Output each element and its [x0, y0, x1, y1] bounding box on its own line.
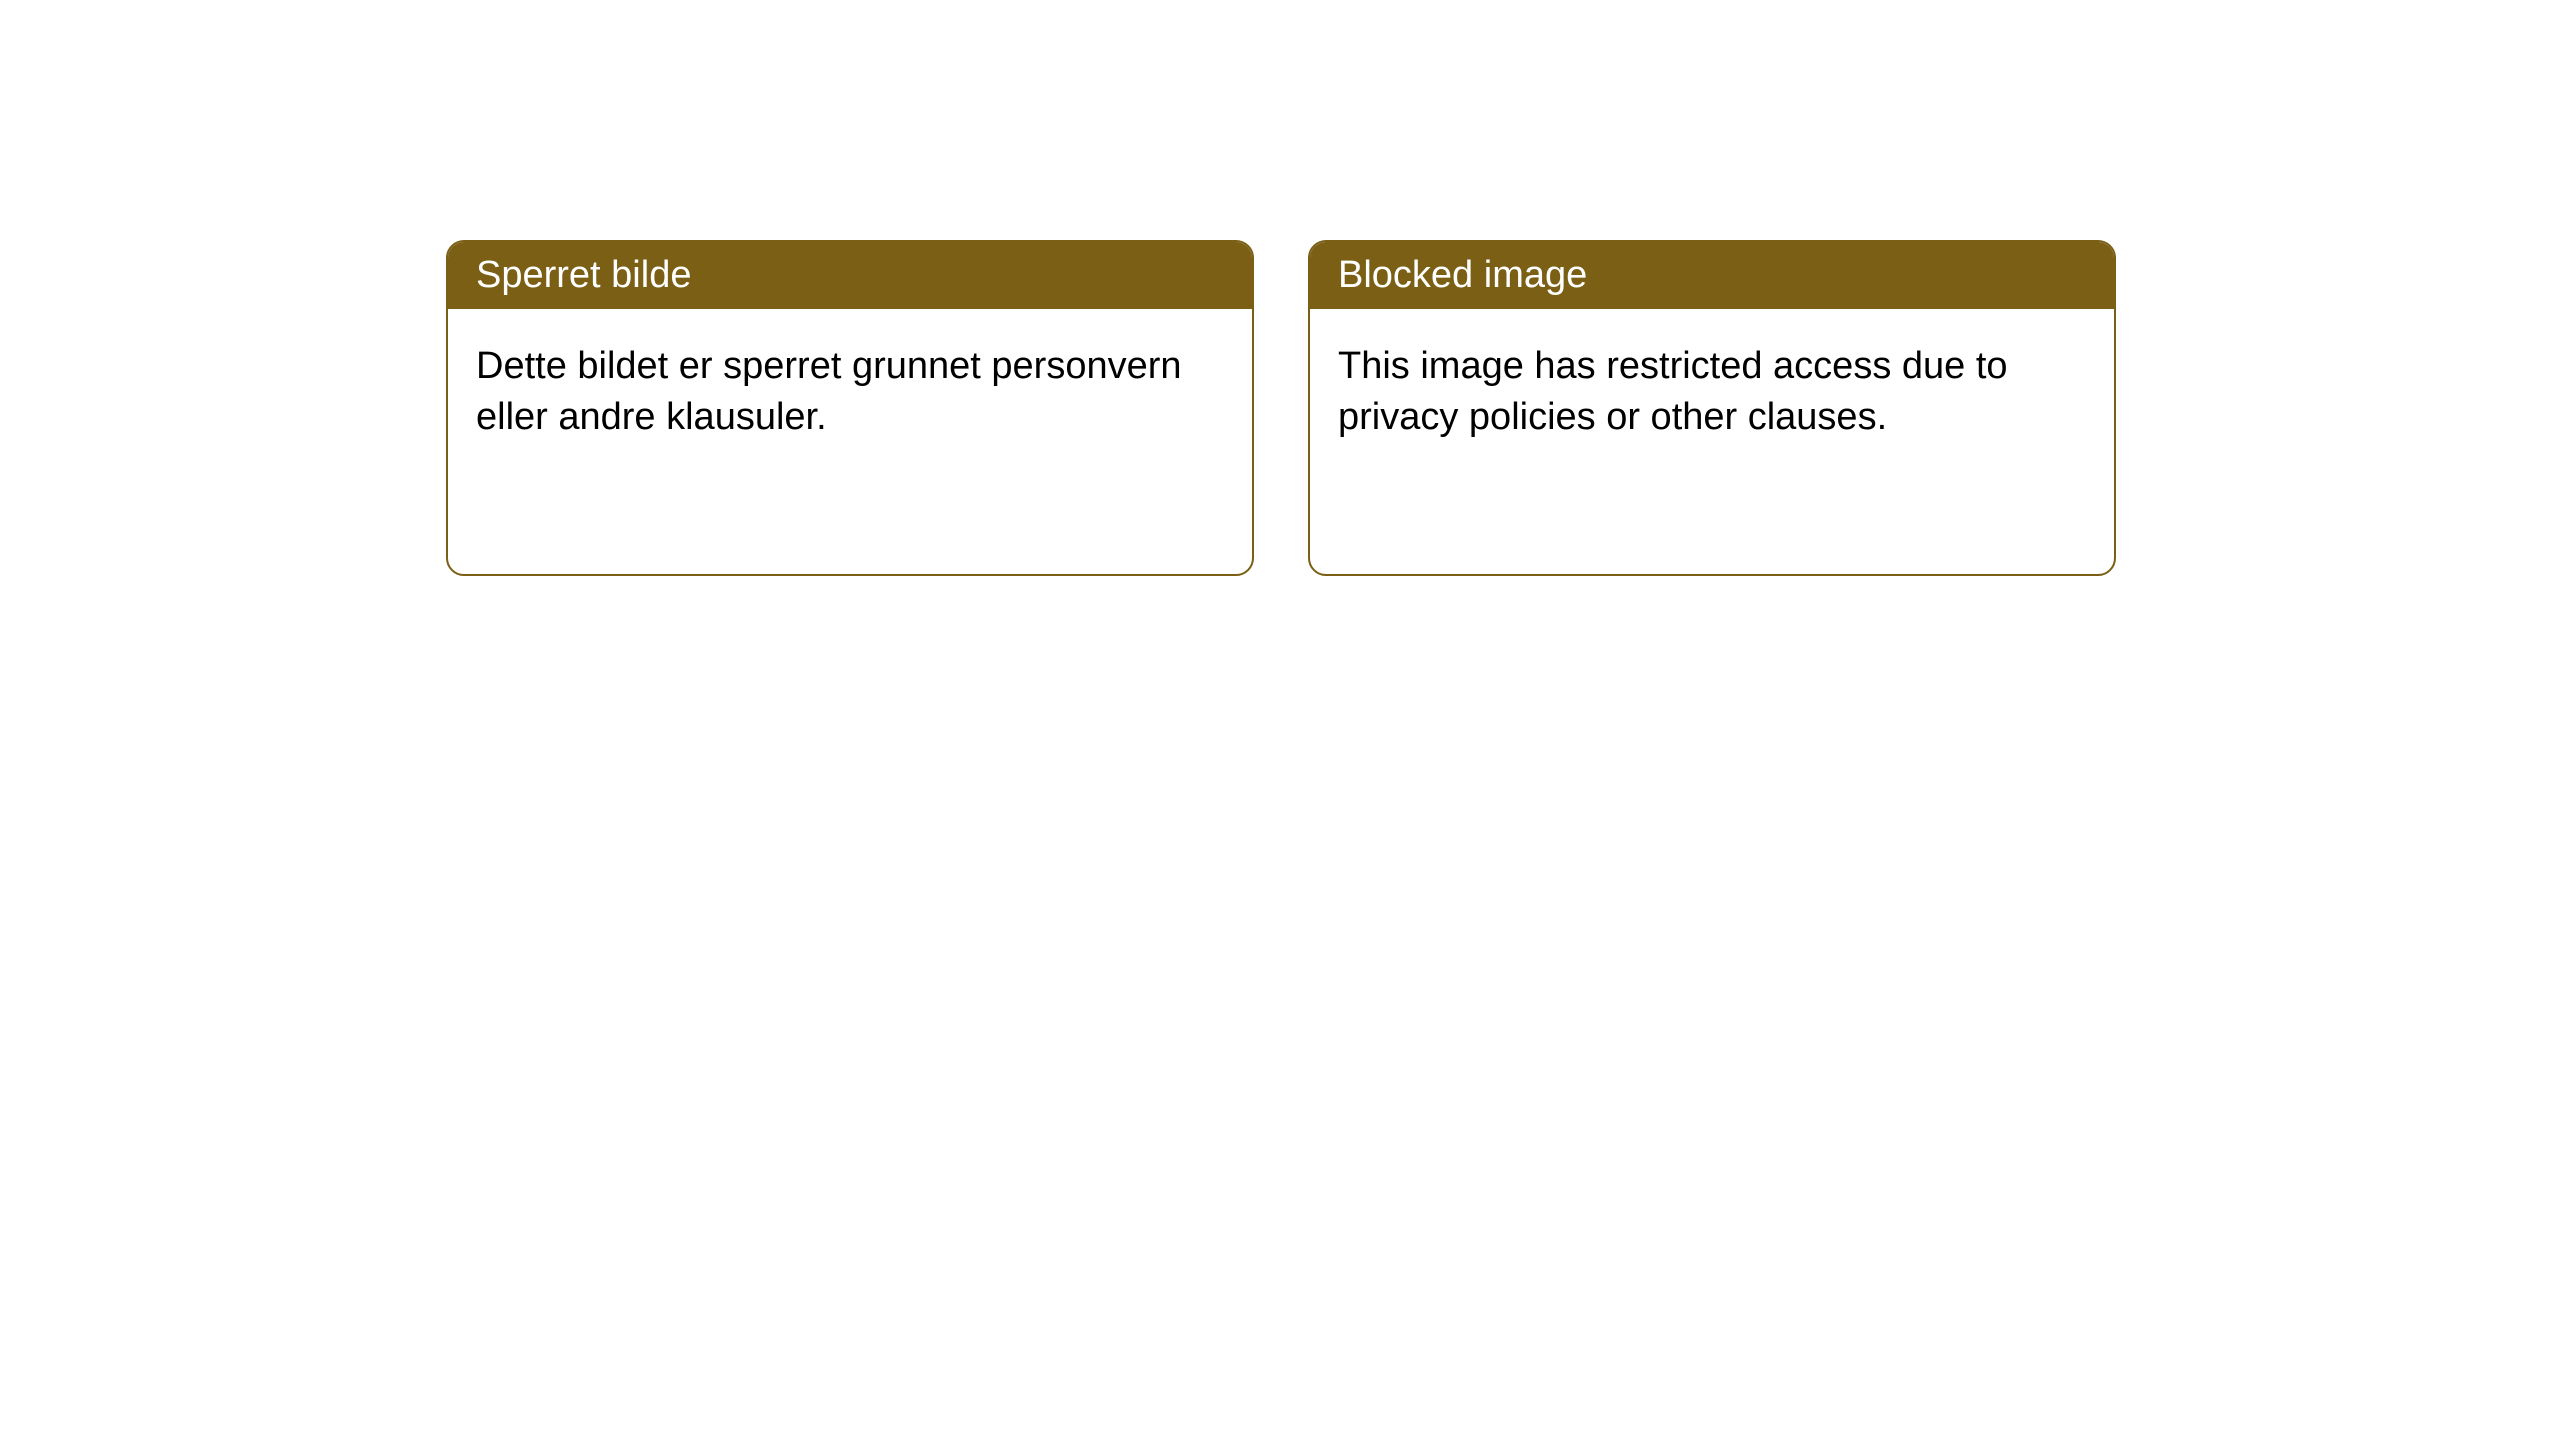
notice-container: Sperret bilde Dette bildet er sperret gr… — [446, 240, 2116, 576]
card-body-norwegian: Dette bildet er sperret grunnet personve… — [448, 309, 1252, 476]
card-header-english: Blocked image — [1310, 242, 2114, 309]
blocked-image-card-norwegian: Sperret bilde Dette bildet er sperret gr… — [446, 240, 1254, 576]
card-body-english: This image has restricted access due to … — [1310, 309, 2114, 476]
blocked-image-card-english: Blocked image This image has restricted … — [1308, 240, 2116, 576]
card-header-norwegian: Sperret bilde — [448, 242, 1252, 309]
